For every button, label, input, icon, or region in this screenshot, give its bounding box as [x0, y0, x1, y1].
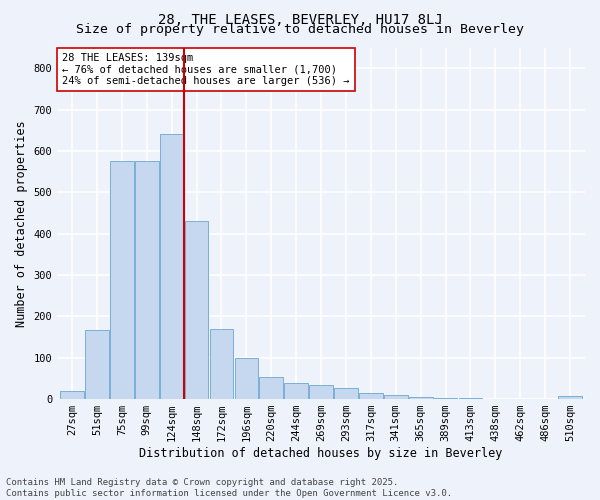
Bar: [60, 391, 84, 399]
Bar: [409, 397, 433, 399]
Text: Contains HM Land Registry data © Crown copyright and database right 2025.
Contai: Contains HM Land Registry data © Crown c…: [6, 478, 452, 498]
Bar: [85, 330, 109, 399]
Bar: [110, 161, 134, 399]
Bar: [259, 377, 283, 399]
X-axis label: Distribution of detached houses by size in Beverley: Distribution of detached houses by size …: [139, 447, 503, 460]
Bar: [135, 161, 158, 399]
Bar: [434, 398, 457, 399]
Bar: [334, 388, 358, 399]
Bar: [384, 395, 407, 399]
Text: 28, THE LEASES, BEVERLEY, HU17 8LJ: 28, THE LEASES, BEVERLEY, HU17 8LJ: [158, 12, 442, 26]
Bar: [558, 396, 582, 399]
Bar: [235, 358, 258, 399]
Bar: [284, 382, 308, 399]
Text: 28 THE LEASES: 139sqm
← 76% of detached houses are smaller (1,700)
24% of semi-d: 28 THE LEASES: 139sqm ← 76% of detached …: [62, 53, 350, 86]
Text: Size of property relative to detached houses in Beverley: Size of property relative to detached ho…: [76, 22, 524, 36]
Bar: [309, 384, 333, 399]
Y-axis label: Number of detached properties: Number of detached properties: [15, 120, 28, 326]
Bar: [209, 329, 233, 399]
Bar: [458, 398, 482, 399]
Bar: [359, 393, 383, 399]
Bar: [160, 134, 184, 399]
Bar: [185, 221, 208, 399]
